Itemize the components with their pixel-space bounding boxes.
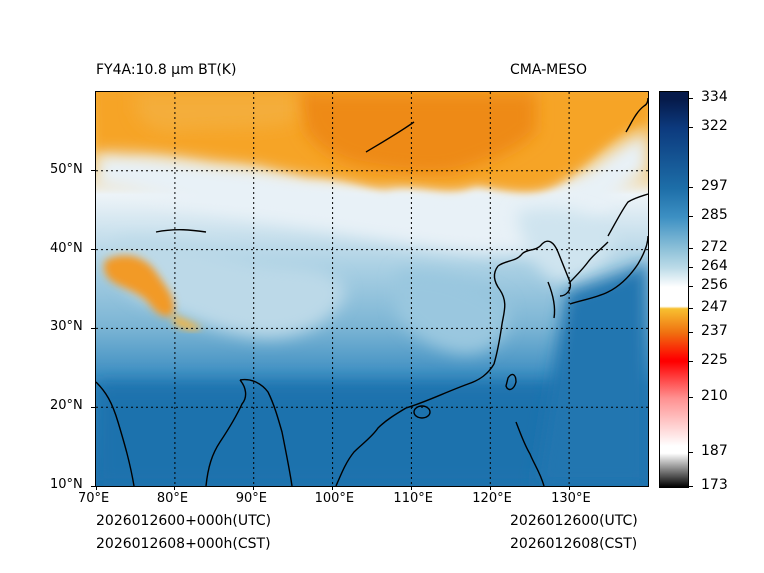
satellite-map: [96, 92, 648, 486]
init-time-cst: 2026012608(CST): [510, 536, 638, 552]
colorbar-tick-mark: [688, 216, 693, 218]
colorbar-tick-mark: [688, 266, 693, 268]
warm-ocean-south: [96, 382, 648, 486]
lon-tick-label: 90°E: [235, 491, 267, 506]
colorbar-tick-mark: [688, 486, 693, 487]
colorbar-tick-mark: [688, 247, 693, 249]
colorbar-tick-mark: [688, 286, 693, 288]
lon-tick-mark: [568, 486, 570, 490]
lon-tick-mark: [253, 486, 255, 490]
cold-cloud-himalaya-east: [172, 314, 202, 331]
cold-cloud-west: [136, 92, 296, 133]
lon-tick-mark: [95, 486, 97, 490]
lon-tick-mark: [489, 486, 491, 490]
lon-tick-label: 130°E: [551, 491, 591, 506]
cloud-patch-northeast: [516, 208, 616, 282]
colorbar-tick-label: 264: [701, 257, 728, 274]
lon-tick-label: 110°E: [393, 491, 433, 506]
graticule: [96, 92, 648, 486]
init-time-utc: 2026012600(UTC): [510, 513, 638, 529]
colorbar-tick-label: 272: [701, 238, 728, 255]
lat-tick-mark: [91, 406, 95, 408]
lon-tick-label: 80°E: [156, 491, 189, 506]
coldest-cloud-core: [296, 92, 536, 175]
colorbar-tick-label: 322: [701, 118, 728, 135]
colorbar-tick-mark: [688, 98, 693, 100]
colorbar-tick-mark: [688, 452, 693, 454]
forecast-time-utc: 2026012600+000h(UTC): [96, 513, 272, 529]
lon-tick-label: 70°E: [78, 491, 110, 506]
colorbar-tick-label: 210: [701, 387, 728, 404]
thin-cloud-band: [96, 132, 648, 254]
lat-tick-label: 20°N: [50, 398, 83, 414]
forecast-time-cst: 2026012608+000h(CST): [96, 536, 271, 552]
colorbar-tick-label: 225: [701, 351, 728, 368]
lat-tick-label: 30°N: [50, 319, 83, 335]
colorbar-tick-mark: [688, 187, 693, 189]
model-name: CMA-MESO: [510, 62, 588, 78]
colorbar-tick-mark: [688, 360, 693, 362]
lon-tick-mark: [332, 486, 334, 490]
colorbar-tick-mark: [688, 331, 693, 333]
lat-tick-label: 10°N: [50, 477, 83, 492]
lat-tick-label: 40°N: [50, 240, 83, 256]
colorbar-tick-mark: [688, 307, 693, 309]
lat-tick-mark: [91, 249, 95, 251]
lon-tick-mark: [410, 486, 412, 490]
map-title: FY4A:10.8 µm BT(K): [96, 62, 237, 78]
colorbar-tick-mark: [688, 396, 693, 398]
colorbar-tick-label: 187: [701, 443, 728, 460]
warm-ocean-east: [536, 262, 648, 486]
colorbar-tick-mark: [688, 127, 693, 129]
colorbar-tick-label: 256: [701, 277, 728, 294]
colorbar-tick-label: 285: [701, 207, 728, 224]
colorbar-tick-label: 237: [701, 322, 728, 339]
coastlines: [96, 97, 648, 486]
brightness-temperature-field: [96, 92, 648, 486]
mid-cloud-patch: [396, 271, 509, 354]
lat-tick-mark: [91, 327, 95, 329]
colorbar-tick-label: 297: [701, 178, 728, 195]
colorbar-tick-label: 173: [701, 477, 728, 493]
lat-tick-mark: [91, 170, 95, 172]
lat-tick-mark: [91, 485, 95, 487]
lat-tick-label: 50°N: [50, 161, 83, 177]
lon-tick-label: 120°E: [472, 491, 512, 506]
cold-cloud-himalaya: [103, 255, 175, 317]
lon-tick-label: 100°E: [314, 491, 355, 506]
plateau-region: [113, 239, 346, 338]
colorbar-tick-label: 334: [701, 89, 728, 106]
colorbar-tick-label: 247: [701, 298, 728, 315]
colorbar: [659, 91, 689, 488]
lon-tick-mark: [174, 486, 176, 490]
